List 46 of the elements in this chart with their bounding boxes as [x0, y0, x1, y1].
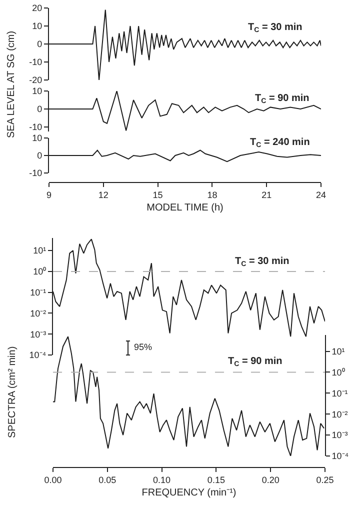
x-tick-label: 0.25 — [316, 474, 334, 485]
annotation: T$_{C}$ = 90 min — [228, 356, 282, 368]
y2-tick-label: 10⁻⁴ — [332, 451, 349, 462]
x-tick-label: 9 — [46, 190, 52, 200]
y-tick-label: 10⁰ — [33, 266, 46, 277]
y2-tick-label: 10⁰ — [332, 367, 345, 378]
y-axis-title: SPECTRA (cm² min) — [7, 346, 18, 438]
y2-tick-label: 10¹ — [332, 346, 345, 356]
y-tick-label: 10 — [32, 86, 42, 96]
annotation: T$_{C}$ = 240 min — [250, 137, 310, 150]
y-tick-label: 10⁻⁴ — [29, 350, 46, 360]
y-tick-label: -20 — [29, 75, 42, 86]
y-tick-label: 0 — [37, 39, 42, 50]
y2-tick-label: 10⁻³ — [332, 430, 348, 440]
y-tick-label: 0 — [37, 104, 42, 114]
y-tick-label: 20 — [32, 3, 42, 14]
y-tick-label: -10 — [29, 122, 42, 132]
y-tick-label: 10¹ — [33, 246, 46, 256]
x-axis-title: FREQUENCY (min⁻¹) — [142, 487, 236, 498]
annotation: T$_{C}$ = 30 min — [248, 22, 302, 34]
x-tick-label: 24 — [316, 190, 326, 200]
x-tick-label: 12 — [98, 190, 108, 200]
y-tick-label: 10⁻¹ — [30, 287, 46, 298]
x-tick-label: 0.00 — [44, 474, 62, 485]
x-axis-title: MODEL TIME (h) — [146, 202, 224, 214]
y-tick-label: 10⁻³ — [30, 329, 46, 340]
y-tick-label: 10 — [32, 133, 42, 144]
annotation: 95% — [134, 342, 152, 352]
x-tick-label: 18 — [207, 190, 218, 200]
x-tick-label: 21 — [262, 190, 272, 200]
annotation: T$_{C}$ = 30 min — [235, 256, 290, 268]
y-tick-label: -10 — [29, 57, 42, 68]
x-tick-label: 0.20 — [262, 474, 280, 485]
x-tick-label: 15 — [152, 190, 163, 200]
y-tick-label: 0 — [37, 150, 42, 161]
x-tick-label: 0.05 — [98, 474, 116, 485]
y2-tick-label: 10⁻² — [332, 409, 348, 420]
annotation: T$_{C}$ = 90 min — [255, 93, 310, 106]
y-tick-label: -10 — [29, 168, 42, 178]
y-tick-label: 10⁻² — [30, 308, 46, 318]
x-tick-label: 0.15 — [207, 474, 225, 485]
y-axis-title: SEA LEVEL AT SG (cm) — [6, 30, 17, 138]
y-tick-label: 10 — [32, 21, 42, 32]
x-tick-label: 0.10 — [153, 474, 171, 485]
y2-tick-label: 10⁻¹ — [332, 388, 348, 398]
line-series — [53, 336, 325, 456]
